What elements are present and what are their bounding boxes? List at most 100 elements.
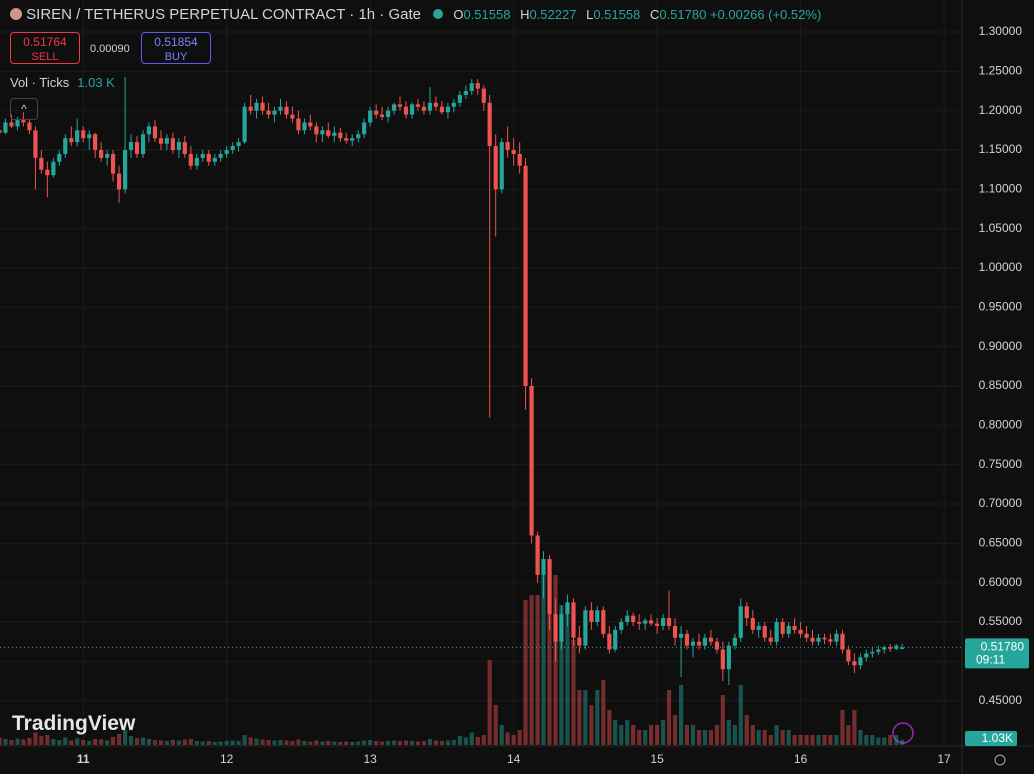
volume-bar bbox=[27, 738, 32, 745]
volume-bar bbox=[392, 740, 397, 745]
y-tick-label: 0.55000 bbox=[979, 614, 1023, 628]
volume-bar bbox=[200, 741, 205, 745]
volume-bar bbox=[403, 740, 409, 745]
volume-bar bbox=[230, 740, 235, 745]
candle-body bbox=[146, 126, 152, 135]
volume-bar bbox=[326, 741, 331, 745]
volume-bar bbox=[218, 741, 223, 745]
x-tick-label: 15 bbox=[650, 752, 664, 766]
candle-body bbox=[39, 157, 44, 170]
candle-body bbox=[756, 625, 761, 630]
volume bbox=[0, 560, 905, 745]
candle-body bbox=[242, 106, 247, 143]
candle-body bbox=[433, 102, 438, 107]
volume-bar bbox=[296, 739, 301, 745]
candle-body bbox=[105, 153, 110, 158]
candle-body bbox=[350, 138, 355, 141]
sell-button[interactable]: 0.51764 SELL bbox=[10, 32, 80, 64]
candle-body bbox=[344, 138, 349, 141]
candle-body bbox=[631, 615, 636, 622]
candle-body bbox=[804, 633, 809, 638]
x-tick-label: 13 bbox=[363, 752, 377, 766]
candle-body bbox=[128, 142, 134, 150]
y-tick-label: 1.00000 bbox=[979, 260, 1023, 274]
volume-bar bbox=[738, 685, 743, 745]
candle-body bbox=[828, 639, 833, 642]
y-tick-label: 1.05000 bbox=[979, 221, 1023, 235]
x-tick-label: 11 bbox=[77, 752, 90, 766]
candle-body bbox=[786, 625, 791, 634]
candle-body bbox=[427, 102, 433, 111]
candle-body bbox=[123, 150, 128, 190]
volume-bar bbox=[134, 738, 140, 745]
candle-body bbox=[499, 142, 504, 190]
volume-bar bbox=[499, 725, 504, 745]
collapse-button[interactable]: ^ bbox=[10, 98, 38, 120]
flash-icon[interactable] bbox=[892, 722, 914, 744]
header: SIREN / TETHERUS PERPETUAL CONTRACT · 1h… bbox=[10, 6, 821, 23]
volume-bar bbox=[678, 685, 684, 745]
volume-bar bbox=[756, 730, 761, 745]
volume-bar bbox=[45, 735, 50, 745]
volume-bar bbox=[57, 740, 62, 745]
candle-body bbox=[768, 637, 773, 642]
volume-bar bbox=[625, 720, 630, 745]
candle-body bbox=[356, 134, 361, 139]
volume-bar bbox=[368, 740, 373, 745]
spread: 0.00090 bbox=[90, 43, 130, 55]
candle-body bbox=[750, 618, 755, 630]
volume-bar bbox=[290, 741, 295, 745]
volume-bar bbox=[356, 741, 361, 745]
candle-body bbox=[678, 633, 684, 638]
candle-body bbox=[314, 126, 319, 135]
volume-bar bbox=[690, 725, 696, 745]
candle-body bbox=[218, 153, 223, 158]
settings-icon[interactable] bbox=[994, 754, 1006, 766]
volume-bar bbox=[463, 737, 468, 745]
volume-bar bbox=[170, 740, 175, 745]
volume-bar bbox=[750, 725, 755, 745]
volume-bar bbox=[732, 725, 737, 745]
y-tick-label: 0.45000 bbox=[979, 693, 1023, 707]
volume-bar bbox=[39, 736, 44, 745]
buy-label: BUY bbox=[164, 51, 188, 63]
volume-bar bbox=[379, 741, 385, 745]
volume-bar bbox=[302, 741, 307, 745]
volume-bar bbox=[493, 705, 498, 745]
candle-body bbox=[714, 641, 720, 650]
volume-bar bbox=[726, 720, 731, 745]
low-value: 0.51558 bbox=[593, 7, 641, 22]
volume-bar bbox=[888, 735, 893, 745]
volume-bar bbox=[21, 739, 26, 745]
volume-bar bbox=[720, 695, 725, 745]
candle-body bbox=[110, 153, 116, 174]
candle-body bbox=[655, 623, 660, 626]
y-tick-label: 0.85000 bbox=[979, 378, 1023, 392]
candle-body bbox=[194, 157, 199, 166]
volume-bar bbox=[696, 730, 702, 745]
candle-body bbox=[326, 130, 331, 136]
candle-body bbox=[696, 641, 702, 646]
candle-body bbox=[368, 110, 373, 123]
buy-button[interactable]: 0.51854 BUY bbox=[141, 32, 211, 64]
candle-body bbox=[666, 618, 672, 626]
candle-body bbox=[302, 122, 307, 131]
y-tick-label: 1.20000 bbox=[979, 103, 1023, 117]
candle-body bbox=[607, 633, 612, 650]
candle-body bbox=[798, 629, 803, 634]
candle-body bbox=[876, 649, 881, 652]
volume-bar bbox=[475, 737, 480, 745]
volume-bar bbox=[75, 738, 80, 745]
candle-body bbox=[170, 138, 175, 150]
candle-body bbox=[511, 150, 516, 154]
candle-body bbox=[565, 602, 570, 615]
candle-body bbox=[158, 138, 164, 144]
volume-bar bbox=[397, 741, 403, 745]
volume-bar bbox=[583, 690, 588, 745]
candle-body bbox=[762, 625, 767, 638]
volume-label-box bbox=[965, 731, 1017, 746]
candle-body bbox=[619, 622, 624, 630]
volume-bar bbox=[571, 640, 576, 745]
candle-body bbox=[27, 122, 32, 131]
candle-body bbox=[870, 651, 875, 654]
